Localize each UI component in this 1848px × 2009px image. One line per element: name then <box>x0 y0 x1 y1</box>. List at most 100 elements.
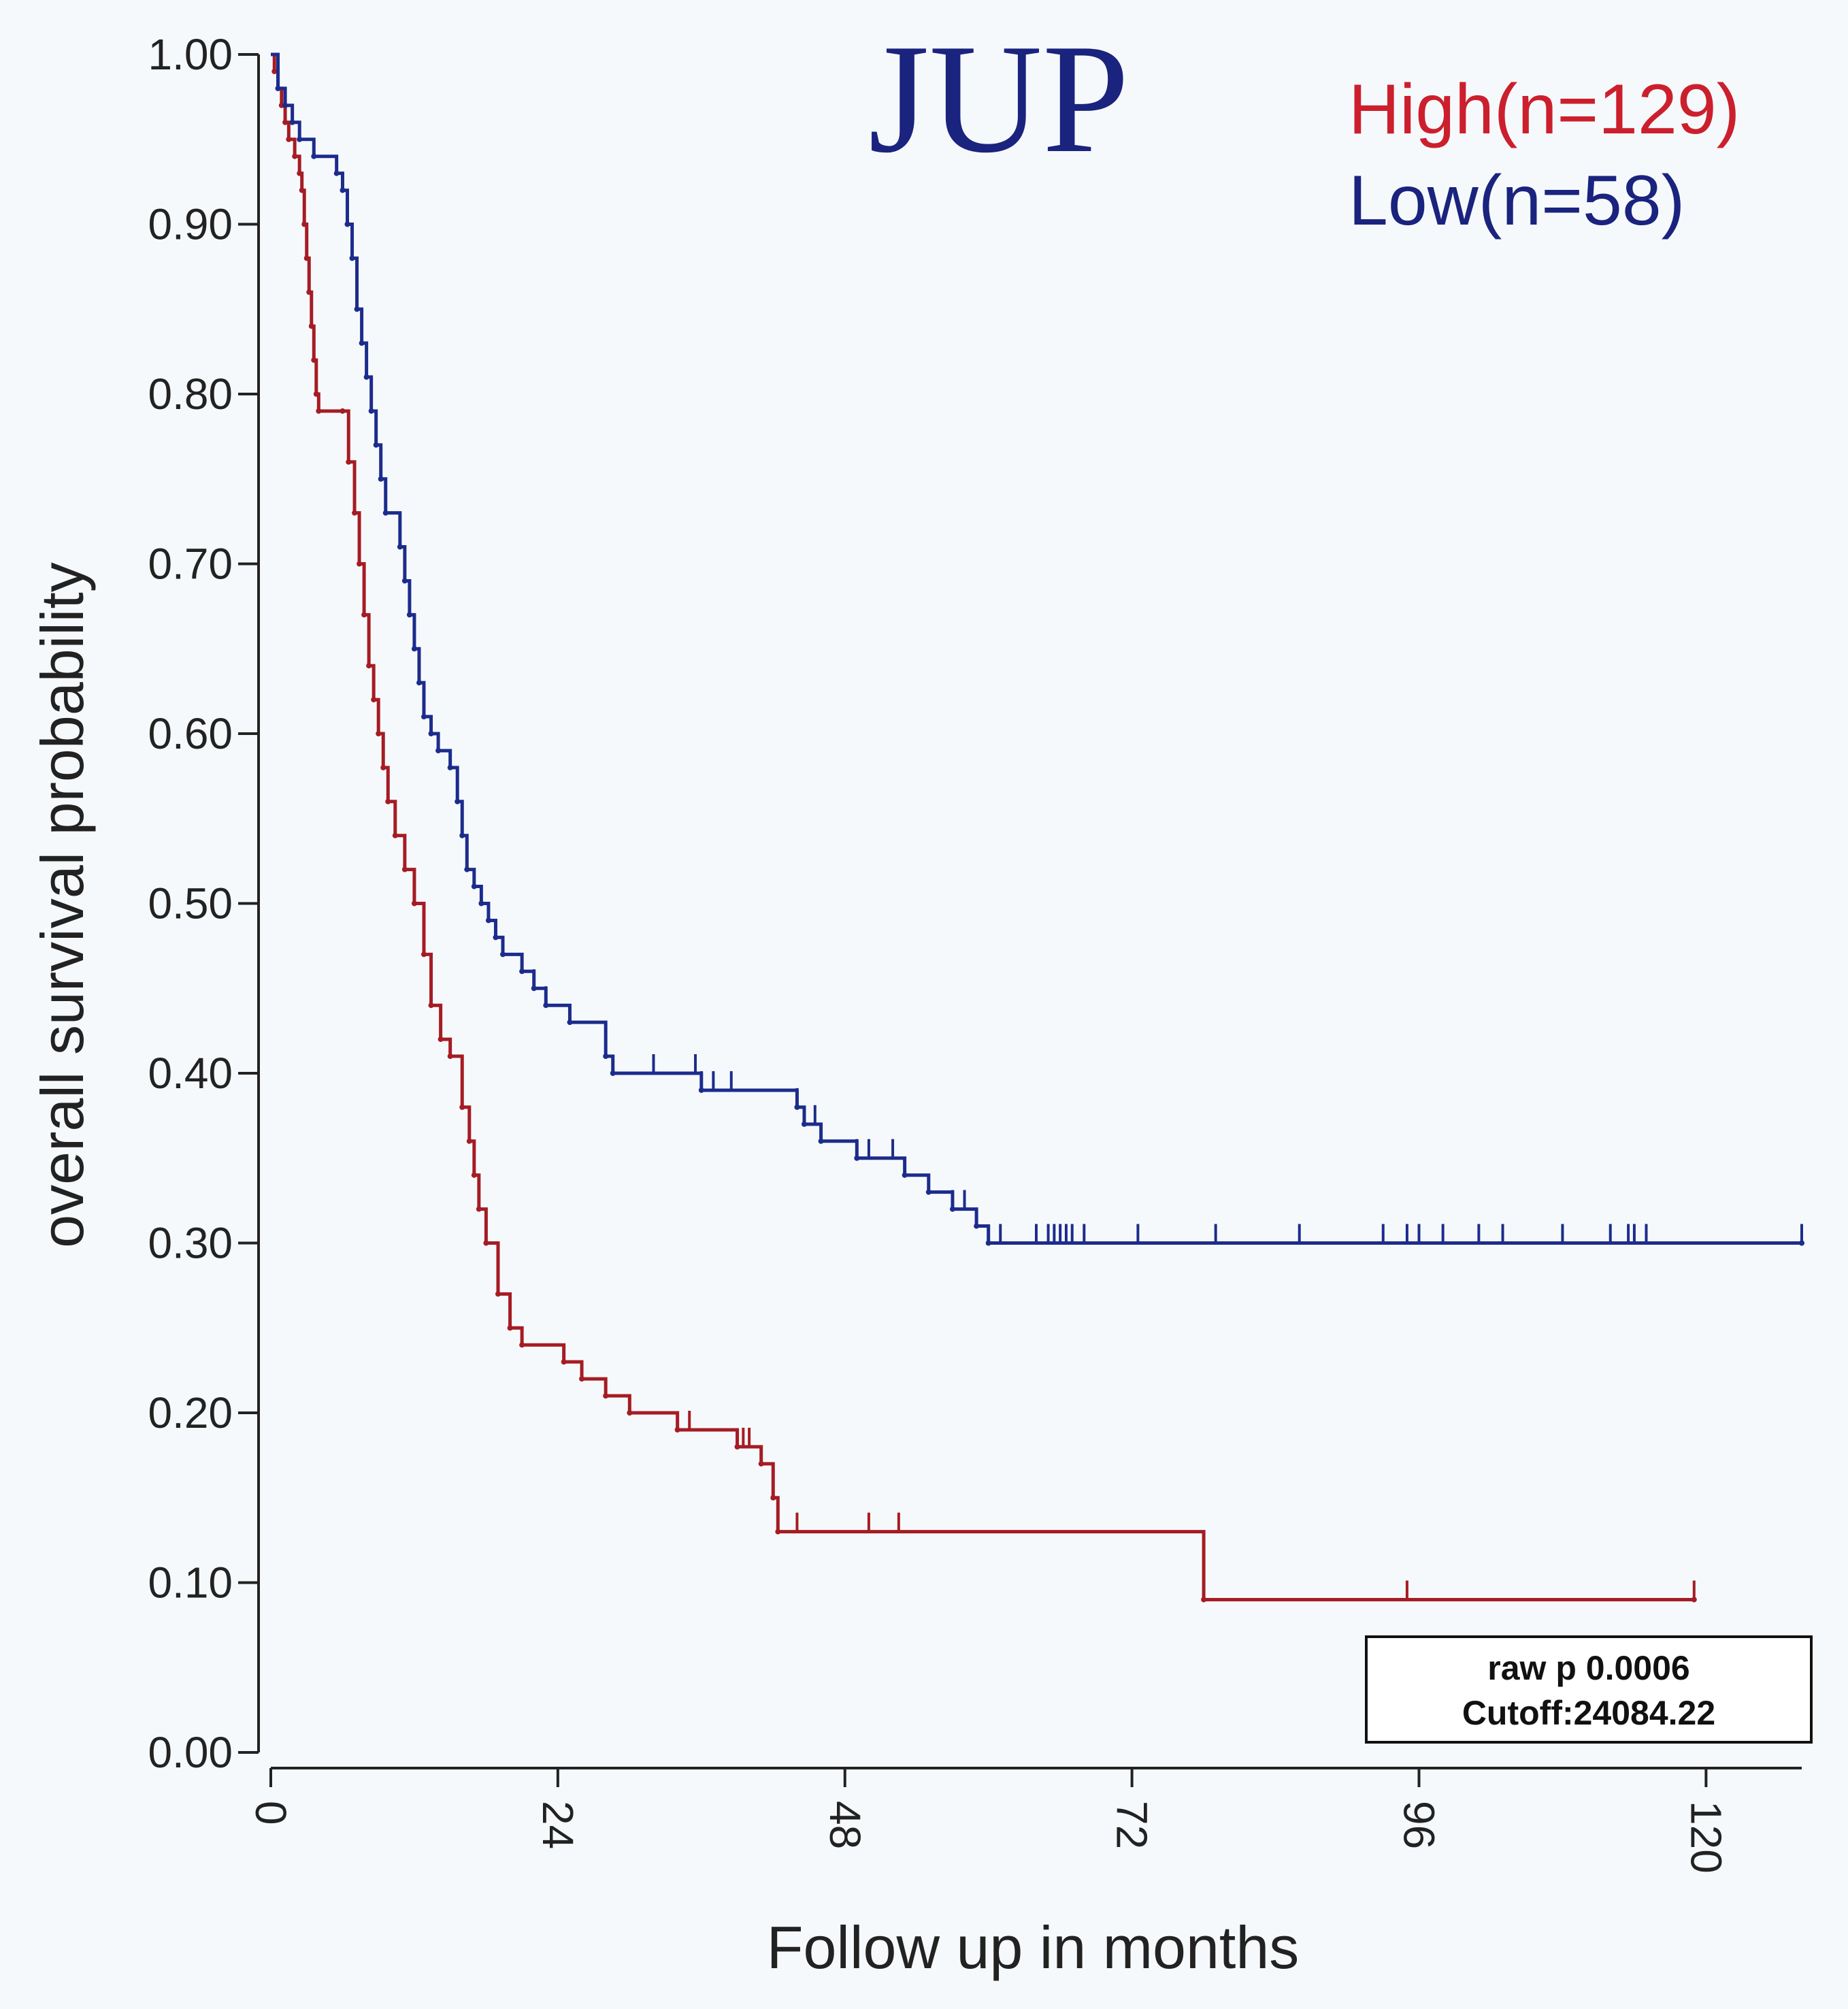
event-point-low <box>818 1138 824 1144</box>
event-point-low <box>368 408 374 414</box>
event-point-low <box>282 102 288 108</box>
event-point-low <box>416 680 422 686</box>
stats-cutoff: Cutoff:24084.22 <box>1462 1694 1715 1732</box>
event-point-low <box>354 306 360 312</box>
event-point-low <box>397 544 403 550</box>
event-point-high <box>411 900 417 906</box>
y-tick-label: 0.90 <box>148 200 233 249</box>
event-point-low <box>459 832 465 838</box>
event-point-high <box>357 561 363 567</box>
event-point-low <box>485 917 491 924</box>
event-point-low <box>455 798 461 804</box>
y-tick-label: 0.50 <box>148 879 233 928</box>
event-point-high <box>340 408 346 414</box>
event-point-low <box>311 153 317 159</box>
x-tick-label: 48 <box>821 1801 870 1849</box>
y-tick-label: 1.00 <box>148 30 233 79</box>
event-point-high <box>421 951 427 958</box>
event-point-high <box>627 1410 633 1416</box>
event-point-high <box>301 221 308 227</box>
event-point-low <box>464 866 470 872</box>
axes-layer: 0.00 0.10 0.20 0.30 0.40 0.50 0.60 0.70 0.80 0.90… <box>148 30 1802 1874</box>
event-point-low <box>610 1071 616 1076</box>
event-point-low <box>493 934 499 941</box>
event-point-high <box>352 510 358 516</box>
event-point-high <box>674 1426 680 1433</box>
event-point-high <box>311 357 317 363</box>
event-point-high <box>483 1240 489 1246</box>
event-point-high <box>438 1036 444 1043</box>
chart-title: JUP <box>868 12 1129 185</box>
event-point-high <box>299 187 305 193</box>
event-point-low <box>567 1019 573 1026</box>
event-point-high <box>1201 1597 1207 1603</box>
event-point-low <box>275 85 281 91</box>
series-low <box>271 52 1804 1246</box>
event-point-high <box>308 323 314 329</box>
event-point-high <box>271 68 278 74</box>
event-point-high <box>385 798 391 804</box>
event-point-high <box>476 1206 482 1212</box>
x-tick-label: 96 <box>1395 1801 1444 1849</box>
event-point-low <box>359 340 365 346</box>
event-point-low <box>447 764 453 770</box>
event-point-high <box>561 1359 567 1365</box>
event-point-high <box>292 153 298 159</box>
event-point-low <box>411 646 417 652</box>
event-point-high <box>775 1529 781 1535</box>
event-point-low <box>428 731 434 736</box>
event-point-high <box>770 1494 776 1501</box>
event-point-low <box>519 968 525 975</box>
survival-curve-high <box>271 52 1694 1601</box>
event-point-low <box>406 612 412 618</box>
event-point-high <box>346 459 352 465</box>
event-point-low <box>363 374 369 380</box>
stats-p-value: raw p 0.0006 <box>1487 1649 1689 1687</box>
y-tick-label: 0.20 <box>148 1388 233 1437</box>
event-point-high <box>734 1443 740 1450</box>
y-tick-label: 0.00 <box>148 1728 233 1777</box>
event-point-low <box>421 714 427 720</box>
y-tick-label: 0.10 <box>148 1558 233 1607</box>
event-point-high <box>376 731 382 736</box>
event-point-low <box>344 221 350 227</box>
event-point-low <box>603 1054 609 1060</box>
x-tick-label: 24 <box>533 1801 582 1849</box>
event-point-high <box>471 1172 477 1178</box>
event-point-high <box>392 832 398 838</box>
event-point-high <box>495 1291 501 1297</box>
event-point-high <box>313 391 319 397</box>
event-point-high <box>459 1104 465 1110</box>
event-point-high <box>447 1054 453 1060</box>
event-point-high <box>507 1325 513 1331</box>
event-point-low <box>478 900 484 906</box>
event-point-high <box>297 170 303 176</box>
event-point-low <box>401 578 408 584</box>
event-point-high <box>758 1460 764 1467</box>
event-point-low <box>500 951 506 958</box>
event-point-high <box>579 1376 585 1382</box>
event-point-high <box>401 866 408 872</box>
event-point-high <box>603 1393 609 1399</box>
event-point-low <box>289 119 295 125</box>
event-point-low <box>373 442 379 448</box>
event-point-high <box>519 1342 525 1348</box>
y-axis-label: overall survival probability <box>29 562 96 1248</box>
event-point-high <box>286 136 292 142</box>
y-tick-label: 0.30 <box>148 1219 233 1268</box>
legend-high: High(n=129) <box>1349 70 1740 149</box>
event-point-low <box>340 187 346 193</box>
event-point-high <box>303 255 310 261</box>
x-tick-label: 72 <box>1108 1801 1157 1849</box>
event-point-high <box>306 289 312 295</box>
event-point-low <box>382 510 389 516</box>
event-point-low <box>333 170 340 176</box>
event-point-high <box>380 764 386 770</box>
event-point-high <box>361 612 367 618</box>
event-point-low <box>297 136 303 142</box>
event-point-low <box>801 1121 807 1127</box>
legend-low: Low(n=58) <box>1349 161 1685 240</box>
event-point-low <box>378 476 384 482</box>
event-point-low <box>974 1223 980 1229</box>
